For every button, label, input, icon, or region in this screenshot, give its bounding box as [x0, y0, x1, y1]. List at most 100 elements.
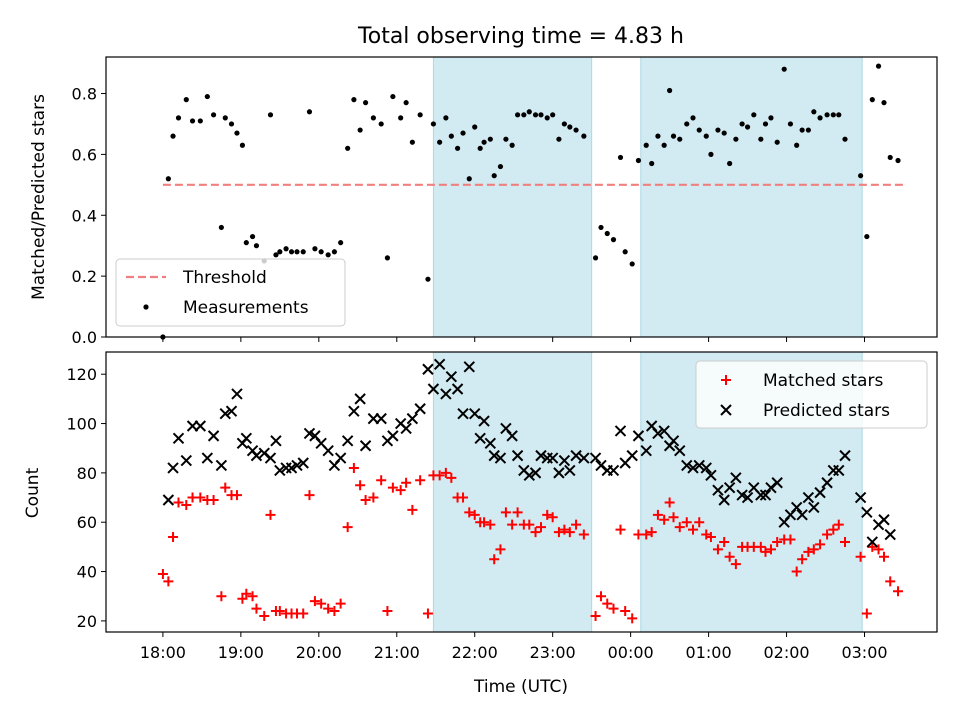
measurement-point [210, 112, 217, 118]
matched-stars-point [395, 485, 406, 496]
predicted-stars-point [755, 489, 767, 501]
matched-stars-point [833, 519, 844, 530]
measurement-point [887, 154, 893, 161]
matched-stars-point [316, 598, 327, 609]
matched-stars-point [173, 497, 184, 508]
predicted-stars-point [681, 459, 693, 472]
measurement-point [351, 97, 357, 103]
predicted-stars-point [814, 486, 826, 499]
predicted-stars-point [523, 469, 536, 482]
matched-stars-point [458, 492, 469, 503]
measurement-point [253, 243, 260, 249]
predicted-stars-point [433, 358, 446, 371]
measurement-point [635, 157, 642, 164]
predicted-stars-point [341, 435, 354, 447]
y-tick-label: 120 [66, 365, 97, 384]
legend-predicted-label: Predicted stars [763, 401, 890, 421]
predicted-stars-point [718, 494, 730, 506]
matched-stars-point [485, 519, 496, 530]
measurement-point [836, 112, 842, 118]
top-axes: 0.0 0.2 0.4 0.6 0.8 [72, 56, 938, 347]
matched-stars-point [719, 536, 730, 547]
matched-stars-point [627, 613, 638, 624]
measurement-point [573, 127, 579, 133]
matched-stars-point [208, 495, 219, 506]
matched-stars-point [694, 517, 705, 528]
measurement-point [758, 136, 764, 142]
measurement-point [550, 112, 556, 118]
measurement-point [487, 136, 493, 142]
measurement-point [197, 118, 203, 124]
predicted-stars-point [463, 361, 475, 373]
predicted-stars-point [422, 363, 434, 375]
bottom-y-axis-label: Count [23, 467, 43, 518]
measurement-point [398, 115, 404, 121]
matched-stars-point [578, 529, 589, 540]
measurement-point [175, 115, 182, 121]
x-tick-label: 22:00 [452, 643, 498, 662]
measurement-point [581, 133, 587, 139]
legend-predicted-swatch [720, 404, 732, 416]
predicted-stars-point [440, 388, 452, 400]
predicted-stars-point [578, 452, 590, 464]
matched-stars-point [646, 527, 657, 538]
matched-stars-point [815, 539, 826, 550]
measurement-point [294, 249, 300, 255]
top-legend: Threshold Measurements [115, 258, 346, 327]
matched-stars-point [808, 544, 819, 555]
plot-frame [105, 351, 938, 633]
predicted-stars-point [866, 536, 879, 548]
measurement-point [306, 109, 313, 115]
measurement-point [532, 112, 539, 118]
top-shaded-spans [432, 56, 863, 338]
predicted-stars-point [821, 477, 833, 489]
measurement-point [895, 157, 901, 164]
predicted-stars-point [274, 464, 286, 477]
measurement-point [696, 127, 702, 133]
matched-stars-point [803, 546, 814, 557]
predicted-stars-point [474, 432, 486, 445]
measurement-point [318, 249, 324, 255]
measurement-point [390, 93, 396, 100]
predicted-stars-point [570, 449, 582, 462]
measurement-point [830, 112, 836, 118]
measurement-point [448, 133, 454, 139]
legend-box [115, 258, 346, 327]
x-axis-label: Time (UTC) [473, 677, 568, 697]
predicted-stars-point [359, 440, 372, 452]
measurement-point [437, 139, 443, 145]
measurement-point [751, 112, 757, 118]
predicted-stars-point [348, 405, 360, 417]
matched-stars-point [688, 524, 699, 535]
predicted-stars-point [414, 403, 426, 415]
matched-stars-point [355, 480, 366, 491]
measurement-point [218, 224, 224, 231]
matched-stars-point [274, 606, 285, 617]
measurement-point [869, 97, 875, 103]
measurement-point [567, 124, 573, 130]
matched-stars-point [855, 551, 866, 562]
measurement-point [733, 136, 739, 142]
measurement-point [170, 133, 176, 139]
predicted-stars-point [457, 407, 469, 420]
matched-stars-point [415, 475, 426, 486]
measurement-point [805, 127, 811, 133]
measurement-point [538, 112, 544, 118]
matched-stars-point [247, 591, 258, 602]
matched-stars-point [446, 472, 457, 483]
matched-stars-point [524, 519, 535, 530]
measurement-point [787, 121, 794, 127]
legend-threshold-label: Threshold [182, 268, 267, 288]
matched-stars-point [571, 519, 582, 530]
matched-stars-point [765, 544, 776, 555]
y-tick-label: 0.8 [72, 85, 97, 104]
measurement-point [378, 121, 384, 127]
matched-stars-point [422, 608, 433, 619]
predicted-stars-point [427, 383, 440, 395]
y-tick-label: 0.4 [72, 206, 97, 225]
predicted-stars-point [652, 427, 664, 440]
predicted-stars-point [839, 449, 851, 462]
measurement-point [875, 63, 882, 69]
measurement-point [234, 130, 240, 136]
measurement-point [370, 115, 376, 121]
